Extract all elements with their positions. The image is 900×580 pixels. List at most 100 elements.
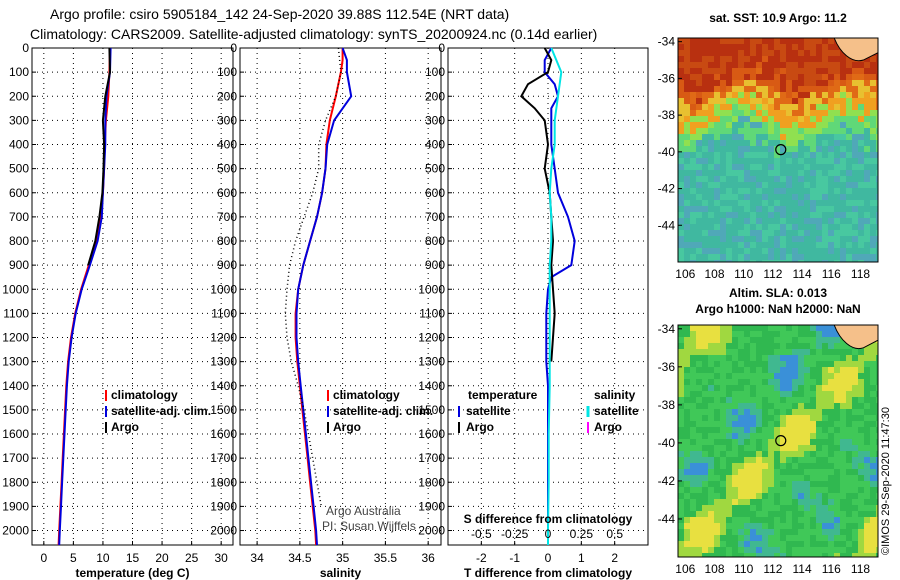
y-tick-label: 1100 — [3, 306, 29, 320]
y-tick-label: 1900 — [418, 499, 445, 513]
lat-tick-label: -44 — [658, 218, 676, 232]
lon-tick-label: 116 — [822, 267, 841, 281]
y-tick-label: 1000 — [210, 282, 237, 296]
x-tick-label: -1 — [509, 551, 520, 565]
y-tick-label: 700 — [9, 210, 29, 224]
land-mass — [833, 37, 879, 62]
y-tick-label: 100 — [217, 65, 237, 79]
y-tick-label: 600 — [9, 186, 29, 200]
y-tick-label: 200 — [217, 89, 237, 103]
lat-tick-label: -44 — [658, 512, 676, 526]
lon-tick-label: 112 — [763, 267, 782, 281]
x2-axis-label: S difference from climatology — [464, 512, 633, 526]
lon-tick-label: 108 — [704, 267, 724, 281]
sla-field — [678, 325, 878, 557]
series-argo — [87, 47, 112, 266]
y-tick-label: 200 — [9, 89, 29, 103]
y-tick-label: 1700 — [418, 451, 445, 465]
y-tick-label: 100 — [425, 65, 445, 79]
salinity-panel: 0100200300400500600700800900100011001200… — [210, 41, 442, 580]
y-tick-label: 600 — [217, 186, 237, 200]
y-tick-label: 1000 — [2, 282, 29, 296]
x-tick-label: 34.5 — [288, 551, 312, 565]
legend-label: satellite — [594, 404, 639, 418]
y-tick-label: 1400 — [210, 379, 237, 393]
map-subtitle: Argo h1000: NaN h2000: NaN — [695, 302, 860, 316]
series-satellite-adj-clim- — [58, 47, 112, 546]
lon-tick-label: 110 — [734, 267, 753, 281]
y-tick-label: 300 — [217, 113, 237, 127]
x-axis-label: salinity — [320, 566, 362, 580]
y-tick-label: 200 — [425, 89, 445, 103]
legend-label: Argo — [466, 420, 494, 434]
y-tick-label: 1300 — [418, 355, 445, 369]
s-tick-label: 0 — [545, 527, 552, 541]
difference-panel: 0100200300400500600700800900100011001200… — [418, 41, 649, 580]
s-tick-label: -0.25 — [501, 527, 529, 541]
legend-label: satellite-adj. clim. — [111, 404, 211, 418]
sst-field — [678, 38, 878, 262]
series-climatology — [294, 48, 344, 546]
lon-tick-label: 114 — [793, 267, 812, 281]
y-tick-label: 1800 — [2, 475, 29, 489]
lat-tick-label: -42 — [658, 474, 676, 488]
y-tick-label: 500 — [425, 162, 445, 176]
y-tick-label: 2000 — [2, 524, 29, 538]
y-tick-label: 1400 — [2, 379, 29, 393]
y-tick-label: 1800 — [210, 475, 237, 489]
lat-tick-label: -40 — [658, 436, 676, 450]
y-tick-label: 1200 — [2, 331, 29, 345]
legend-label: climatology — [111, 388, 178, 402]
series-t-satellite — [543, 47, 576, 545]
y-tick-label: 900 — [425, 258, 445, 272]
lat-tick-label: -38 — [658, 398, 676, 412]
y-tick-label: 800 — [425, 234, 445, 248]
y-tick-label: 1700 — [2, 451, 29, 465]
y-tick-label: 300 — [9, 113, 29, 127]
y-tick-label: 800 — [9, 234, 29, 248]
y-tick-label: 800 — [217, 234, 237, 248]
legend-label: Argo — [111, 420, 139, 434]
x-tick-label: 30 — [214, 551, 228, 565]
legend-label: Argo — [333, 420, 361, 434]
y-tick-label: 1500 — [418, 403, 445, 417]
s-tick-label: 0.25 — [570, 527, 594, 541]
x-axis-label: T difference from climatology — [464, 566, 632, 580]
y-tick-label: 1800 — [418, 475, 445, 489]
x-tick-label: 15 — [126, 551, 140, 565]
series-s-satellite — [547, 47, 563, 545]
map-frame — [677, 324, 879, 558]
argo-position-marker — [775, 435, 787, 447]
y-tick-label: 1700 — [210, 451, 237, 465]
y-tick-label: 1900 — [210, 499, 237, 513]
series-t-argo — [520, 47, 556, 362]
y-tick-label: 1500 — [210, 403, 237, 417]
x-tick-label: 10 — [96, 551, 110, 565]
sla-map-panel: 106 108 110 112 114 116 118 -34 -36 -38 -40 -42 -44 A… — [658, 286, 879, 576]
x-tick-label: 0 — [40, 551, 47, 565]
y-tick-label: 1300 — [2, 355, 29, 369]
map-title: sat. SST: 10.9 Argo: 11.2 — [709, 11, 847, 25]
lon-tick-label: 110 — [734, 562, 753, 576]
lat-tick-label: -34 — [658, 35, 676, 49]
annotation-group: Argo Australia — [326, 504, 401, 518]
y-tick-label: 1000 — [418, 282, 445, 296]
argo-position-marker — [775, 144, 787, 156]
legend-title-temperature: temperature — [468, 388, 538, 402]
y-tick-label: 2000 — [210, 524, 237, 538]
map-frame — [677, 37, 879, 263]
y-tick-label: 900 — [9, 258, 29, 272]
y-tick-label: 1600 — [2, 427, 29, 441]
y-tick-label: 900 — [217, 258, 237, 272]
series-argo — [284, 47, 342, 507]
x-axis-label: temperature (deg C) — [75, 566, 189, 580]
y-tick-label: 1100 — [419, 306, 445, 320]
x-tick-label: -2 — [476, 551, 487, 565]
lon-tick-label: 114 — [793, 562, 812, 576]
y-tick-label: 1400 — [418, 379, 445, 393]
x-tick-label: 25 — [185, 551, 199, 565]
y-tick-label: 1600 — [210, 427, 237, 441]
y-tick-label: 500 — [217, 162, 237, 176]
y-tick-label: 700 — [425, 210, 445, 224]
